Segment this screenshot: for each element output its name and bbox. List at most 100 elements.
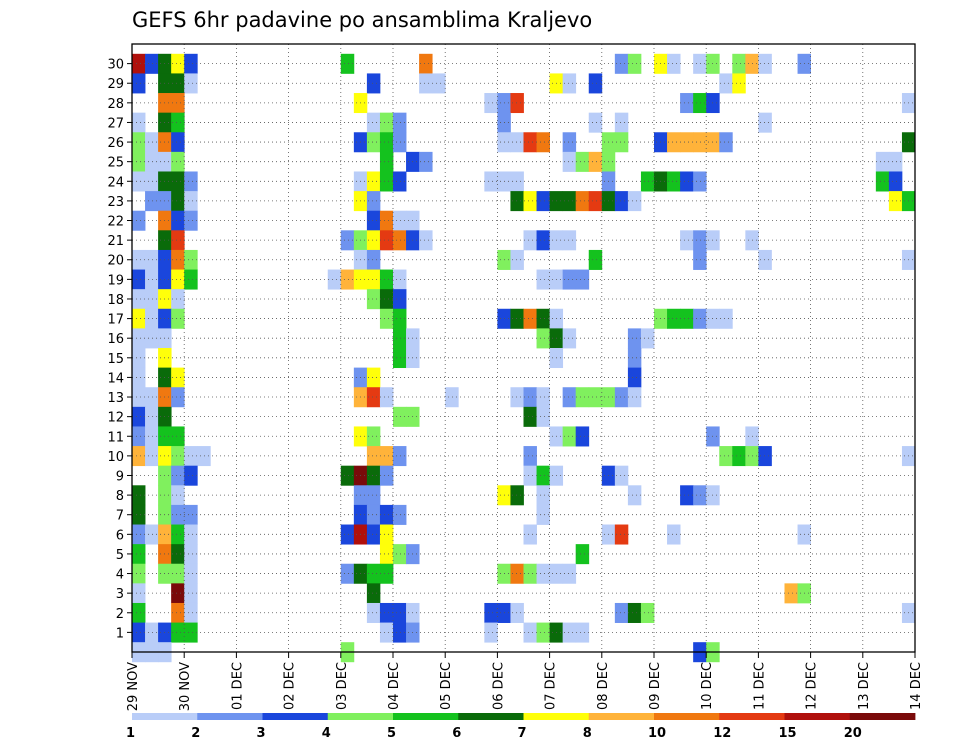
heatmap-cell: [171, 191, 185, 212]
heatmap-cell: [366, 289, 381, 310]
heatmap-cell: [393, 602, 407, 623]
heatmap-cell: [484, 622, 498, 643]
heatmap-cell: [640, 171, 655, 192]
heatmap-cell: [145, 328, 159, 349]
heatmap-cell: [575, 269, 590, 290]
heatmap-cell: [536, 406, 550, 427]
gridlines: [132, 44, 915, 652]
heatmap-cell: [171, 465, 185, 486]
y-tick-label: 10: [107, 450, 124, 465]
heatmap-cell: [379, 544, 394, 565]
heatmap-cell: [562, 73, 577, 94]
heatmap-cell: [171, 426, 185, 447]
heatmap-cell: [562, 622, 577, 643]
y-tick-label: 28: [107, 97, 124, 112]
colorbar-label: 8: [583, 726, 592, 741]
colorbar-label: 4: [322, 726, 331, 741]
heatmap-cell: [379, 171, 394, 192]
x-tick-label: 04 DEC: [387, 662, 402, 710]
heatmap-cell: [523, 406, 537, 427]
heatmap-cell: [340, 269, 355, 290]
heatmap-cell: [184, 171, 198, 192]
heatmap-cell: [171, 387, 185, 408]
heatmap-cell: [366, 446, 381, 467]
heatmap-cell: [379, 602, 394, 623]
heatmap-cell: [379, 308, 394, 329]
heatmap-cell: [171, 602, 185, 623]
heatmap-cell: [379, 387, 394, 408]
colorbar-swatch: [197, 713, 263, 720]
x-tick-label: 30 NOV: [178, 662, 193, 711]
y-tick-label: 29: [107, 77, 124, 92]
heatmap-cell: [667, 132, 681, 153]
heatmap-cell: [758, 446, 772, 467]
y-tick-label: 23: [107, 195, 124, 210]
heatmap-cell: [379, 230, 394, 251]
y-tick-label: 12: [107, 411, 124, 426]
colorbar-label: 15: [779, 726, 797, 741]
heatmap-cell: [393, 132, 407, 153]
heatmap-cell: [171, 73, 185, 94]
heatmap-cell: [627, 367, 642, 388]
x-tick-label: 13 DEC: [857, 662, 872, 710]
heatmap-cell: [171, 563, 185, 584]
heatmap-cell: [510, 485, 524, 506]
heatmap-cell: [132, 367, 146, 388]
heatmap-cell: [614, 112, 629, 133]
y-tick-label: 24: [107, 175, 124, 190]
heatmap-cell: [393, 348, 407, 369]
heatmap-cell: [575, 387, 590, 408]
colorbar-label: 6: [452, 726, 461, 741]
heatmap-cell: [510, 249, 524, 270]
colorbar-label: 3: [257, 726, 266, 741]
heatmap-cell: [510, 602, 524, 623]
heatmap-cell: [132, 171, 146, 192]
heatmap-cell: [145, 426, 159, 447]
y-tick-label: 17: [107, 313, 124, 328]
y-tick-label: 5: [116, 548, 124, 563]
heatmap-cell: [536, 132, 550, 153]
heatmap-cell: [393, 308, 407, 329]
heatmap-cell: [888, 151, 903, 172]
heatmap-cell: [875, 151, 890, 172]
heatmap-cell: [510, 191, 524, 212]
heatmap-cell: [171, 308, 185, 329]
heatmap-cell: [523, 524, 537, 545]
heatmap-cell: [562, 387, 577, 408]
heatmap-cell: [145, 151, 159, 172]
heatmap-cell: [758, 249, 772, 270]
heatmap-cell: [366, 485, 381, 506]
heatmap-cell: [393, 269, 407, 290]
heatmap-cell: [340, 465, 355, 486]
heatmap-cell: [366, 602, 381, 623]
heatmap-cell: [523, 563, 537, 584]
heatmap-cell: [366, 73, 381, 94]
heatmap-cell: [366, 504, 381, 525]
heatmap-cell: [132, 544, 146, 565]
heatmap-cell: [379, 112, 394, 133]
heatmap-cell: [536, 622, 550, 643]
heatmap-cell: [523, 446, 537, 467]
heatmap-cell: [340, 53, 355, 74]
heatmap-cell: [132, 348, 146, 369]
heatmap-cell: [171, 622, 185, 643]
heatmap-cell: [184, 544, 198, 565]
heatmap-cell: [562, 230, 577, 251]
y-tick-label: 30: [107, 58, 124, 73]
heatmap-cell: [171, 524, 185, 545]
heatmap-cell: [184, 53, 198, 74]
heatmap-cell: [132, 112, 146, 133]
heatmap-cell: [379, 210, 394, 231]
y-tick-label: 3: [116, 587, 124, 602]
heatmap-cell: [667, 308, 681, 329]
colorbar-label: 1: [126, 726, 135, 741]
heatmap-cell: [171, 544, 185, 565]
heatmap-cell: [171, 367, 185, 388]
heatmap-cell: [132, 485, 146, 506]
heatmap-cell: [523, 308, 537, 329]
heatmap-cell: [562, 426, 577, 447]
x-tick-label: 09 DEC: [648, 662, 663, 710]
y-tick-label: 8: [116, 489, 124, 504]
heatmap-cell: [523, 191, 537, 212]
heatmap-cell: [536, 504, 550, 525]
